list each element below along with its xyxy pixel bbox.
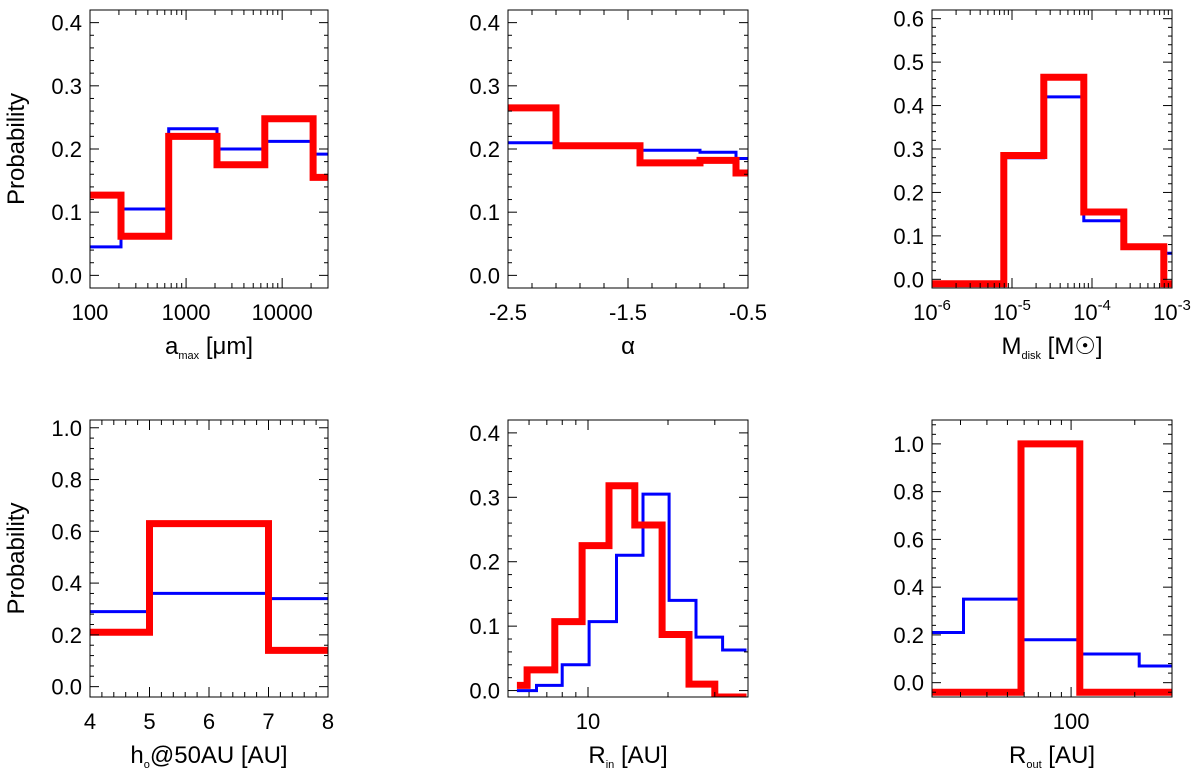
ytick-label: 0.0 — [469, 679, 500, 704]
ytick-label: 0.4 — [893, 94, 924, 119]
ytick-label: 0.8 — [893, 480, 924, 505]
ytick-label: 0.4 — [51, 571, 82, 596]
x-axis-title: amax [μm] — [165, 333, 253, 362]
ytick-label: 0.4 — [893, 575, 924, 600]
ytick-label: 0.1 — [51, 200, 82, 225]
ytick-label: 0.2 — [469, 550, 500, 575]
plot-frame-rin — [507, 419, 749, 698]
series-red-rin — [516, 482, 747, 697]
panel-rin: 0.0 0.1 0.2 0.3 0.4 10 Rin [AU] — [469, 419, 749, 770]
ytick-label: 0.0 — [51, 263, 82, 288]
ytick-label: 0.0 — [893, 267, 924, 292]
ytick-label: 0.2 — [51, 623, 82, 648]
ytick-label: 0.3 — [469, 74, 500, 99]
ytick-label: 0.4 — [469, 11, 500, 36]
series-blue-mdisk — [932, 95, 1172, 286]
ytick-label: 1.0 — [51, 416, 82, 441]
x-axis-title: ho@50AU [AU] — [130, 742, 287, 770]
ytick-label: 0.2 — [893, 180, 924, 205]
series-red-amax — [90, 115, 328, 240]
panel-h0: 0.0 0.2 0.4 0.6 0.8 1.0 4 5 6 7 8 ho@50AU [AU] Proba… — [3, 416, 334, 770]
series-red-h0 — [90, 520, 328, 654]
series-blue-rout — [932, 597, 1172, 668]
ytick-label: 0.6 — [893, 527, 924, 552]
x-axis-title: α — [621, 333, 635, 360]
xtick-label: 6 — [203, 709, 215, 734]
ytick-label: 0.0 — [893, 671, 924, 696]
ytick-label: 0.2 — [469, 137, 500, 162]
panel-mdisk: 0.0 0.1 0.2 0.3 0.4 0.5 0.6 10-6 10-5 10-4 10-3 Mdi… — [893, 7, 1191, 362]
series-red-mdisk — [932, 73, 1172, 288]
xtick-label: 4 — [84, 709, 96, 734]
xtick-label: 10-4 — [1073, 297, 1111, 325]
ytick-label: 0.5 — [893, 50, 924, 75]
xtick-label: 100 — [72, 300, 109, 325]
ytick-label: 0.3 — [51, 74, 82, 99]
y-axis-title: Probability — [3, 502, 30, 614]
series-blue-amax — [90, 127, 328, 249]
xtick-label: 10-6 — [913, 297, 951, 325]
ytick-label: 1.0 — [893, 432, 924, 457]
xtick-label: 10000 — [252, 300, 313, 325]
ytick-label: 0.1 — [469, 614, 500, 639]
xtick-label: 10 — [576, 709, 600, 734]
series-red-alpha — [508, 104, 748, 177]
xtick-label: 7 — [262, 709, 274, 734]
xtick-label: 1000 — [162, 300, 211, 325]
ytick-label: 0.0 — [469, 263, 500, 288]
xtick-label: 100 — [1053, 709, 1090, 734]
xtick-label: 10-5 — [993, 297, 1031, 325]
x-axis-title: Rout [AU] — [1009, 742, 1095, 770]
xtick-label: 5 — [143, 709, 155, 734]
xtick-label: -1.5 — [609, 300, 647, 325]
plot-frame-h0 — [89, 419, 329, 698]
xtick-label: 10-3 — [1153, 297, 1191, 325]
panel-rout: 0.0 0.2 0.4 0.6 0.8 1.0 100 Rout [AU] — [893, 419, 1173, 770]
plot-frame-amax — [89, 9, 329, 289]
ytick-label: 0.4 — [51, 11, 82, 36]
panel-alpha: 0.0 0.1 0.2 0.3 0.4 -2.5 -1.5 -0.5 α — [469, 9, 767, 360]
ytick-label: 0.2 — [51, 137, 82, 162]
ytick-label: 0.3 — [469, 485, 500, 510]
xtick-label: -0.5 — [729, 300, 767, 325]
ytick-label: 0.6 — [893, 7, 924, 32]
ytick-label: 0.0 — [51, 675, 82, 700]
series-blue-h0 — [90, 591, 328, 614]
xtick-label: -2.5 — [489, 300, 527, 325]
ytick-label: 0.3 — [893, 137, 924, 162]
ytick-label: 0.1 — [469, 200, 500, 225]
x-axis-title: Mdisk [M☉] — [1001, 333, 1102, 362]
xtick-label: 8 — [322, 709, 334, 734]
ytick-label: 0.8 — [51, 468, 82, 493]
x-axis-title: Rin [AU] — [588, 742, 667, 770]
series-blue-rin — [516, 492, 747, 693]
ytick-label: 0.4 — [469, 421, 500, 446]
series-red-rout — [932, 440, 1172, 696]
ytick-label: 0.6 — [51, 519, 82, 544]
y-axis-title: Probability — [3, 93, 30, 205]
panel-amax: 0.0 0.1 0.2 0.3 0.4 100 1000 10000 amax [μm] Prob… — [3, 9, 329, 362]
ytick-label: 0.1 — [893, 224, 924, 249]
ytick-label: 0.2 — [893, 623, 924, 648]
